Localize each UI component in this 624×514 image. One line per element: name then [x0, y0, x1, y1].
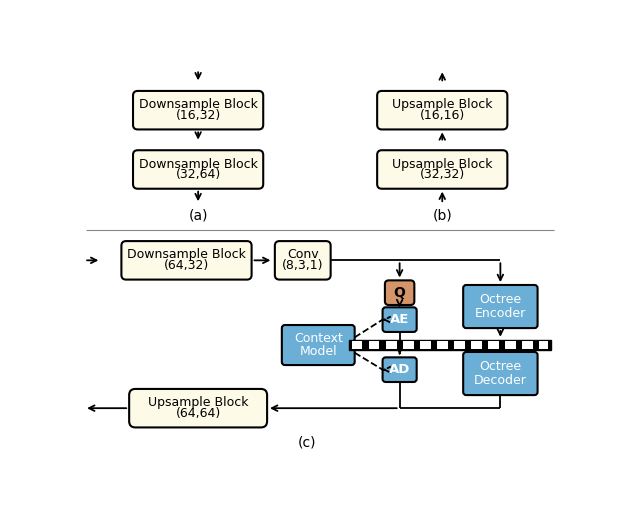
FancyBboxPatch shape — [122, 241, 251, 280]
FancyBboxPatch shape — [129, 389, 267, 428]
Text: Downsample Block: Downsample Block — [139, 158, 258, 171]
Bar — [349, 340, 551, 351]
Text: Encoder: Encoder — [475, 307, 526, 320]
Text: (64,32): (64,32) — [164, 259, 209, 272]
Text: (32,32): (32,32) — [419, 169, 465, 181]
Bar — [522, 341, 533, 349]
FancyBboxPatch shape — [133, 91, 263, 130]
Text: (16,32): (16,32) — [175, 109, 221, 122]
Text: Upsample Block: Upsample Block — [392, 158, 492, 171]
Text: (c): (c) — [298, 436, 316, 450]
FancyBboxPatch shape — [463, 352, 537, 395]
Text: Upsample Block: Upsample Block — [148, 396, 248, 409]
Text: Decoder: Decoder — [474, 374, 527, 387]
Bar — [505, 341, 516, 349]
Text: AE: AE — [390, 313, 409, 326]
Text: Q: Q — [394, 286, 406, 300]
FancyBboxPatch shape — [377, 91, 507, 130]
Text: Model: Model — [300, 345, 337, 358]
Bar — [488, 341, 499, 349]
Text: (32,64): (32,64) — [175, 169, 221, 181]
FancyBboxPatch shape — [377, 150, 507, 189]
FancyBboxPatch shape — [383, 307, 417, 332]
Text: Conv: Conv — [287, 248, 319, 262]
Bar — [471, 341, 482, 349]
Text: (8,3,1): (8,3,1) — [282, 259, 323, 272]
Text: (a): (a) — [188, 209, 208, 223]
Text: Octree: Octree — [479, 293, 522, 306]
Bar — [454, 341, 465, 349]
FancyBboxPatch shape — [282, 325, 354, 365]
Text: (16,16): (16,16) — [419, 109, 465, 122]
Text: Upsample Block: Upsample Block — [392, 98, 492, 112]
Bar — [539, 341, 548, 349]
Text: (64,64): (64,64) — [175, 407, 221, 420]
Bar — [369, 341, 379, 349]
Text: Context: Context — [294, 333, 343, 345]
Text: Downsample Block: Downsample Block — [127, 248, 246, 262]
Text: (b): (b) — [432, 209, 452, 223]
Bar — [420, 341, 431, 349]
FancyBboxPatch shape — [275, 241, 331, 280]
FancyBboxPatch shape — [383, 357, 417, 382]
Text: Downsample Block: Downsample Block — [139, 98, 258, 112]
Bar — [402, 341, 414, 349]
Bar — [386, 341, 396, 349]
FancyBboxPatch shape — [133, 150, 263, 189]
FancyBboxPatch shape — [385, 280, 414, 305]
FancyBboxPatch shape — [463, 285, 537, 328]
Text: AD: AD — [389, 363, 411, 376]
Bar — [437, 341, 447, 349]
Bar — [351, 341, 363, 349]
Text: Octree: Octree — [479, 360, 522, 373]
